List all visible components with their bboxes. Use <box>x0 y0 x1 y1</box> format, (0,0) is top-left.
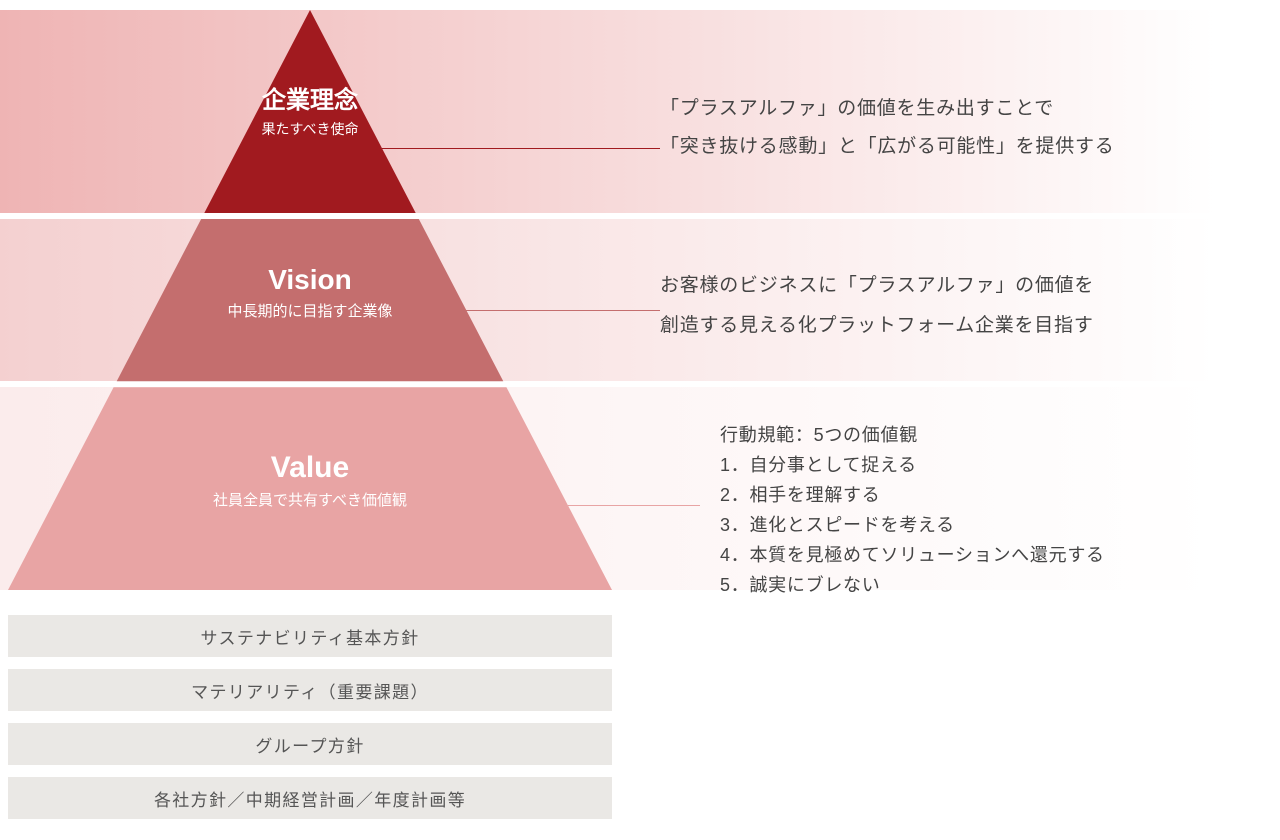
foundation-bar-label: グループ方針 <box>255 732 364 757</box>
level-desc-vision: お客様のビジネスに「プラスアルファ」の価値を創造する見える化プラットフォーム企業… <box>660 266 1094 346</box>
desc-line: 創造する見える化プラットフォーム企業を目指す <box>660 306 1094 346</box>
level-title-value: Value <box>110 451 510 485</box>
desc-line: 4．本質を見極めてソリューションへ還元する <box>720 540 1105 570</box>
level-subtitle-philosophy: 果たすべき使命 <box>110 119 510 139</box>
level-text-philosophy: 企業理念果たすべき使命 <box>110 80 510 139</box>
connector-philosophy <box>382 148 660 149</box>
level-title-vision: Vision <box>110 264 510 296</box>
foundation-bar-1: マテリアリティ（重要課題） <box>8 669 612 711</box>
desc-line: 1．自分事として捉える <box>720 450 1105 480</box>
level-text-vision: Vision 中長期的に目指す企業像 <box>110 264 510 321</box>
level-desc-philosophy: 「プラスアルファ」の価値を生み出すことで「突き抜ける感動」と「広がる可能性」を提… <box>660 90 1114 166</box>
desc-line: 「プラスアルファ」の価値を生み出すことで <box>660 90 1114 128</box>
level-desc-value: 行動規範：5つの価値観1．自分事として捉える2．相手を理解する3．進化とスピード… <box>720 420 1105 600</box>
foundation-bar-3: 各社方針／中期経営計画／年度計画等 <box>8 777 612 819</box>
desc-line: 「突き抜ける感動」と「広がる可能性」を提供する <box>660 128 1114 166</box>
foundation-bar-2: グループ方針 <box>8 723 612 765</box>
level-subtitle-value: 社員全員で共有すべき価値観 <box>110 489 510 510</box>
foundation-bar-label: サステナビリティ基本方針 <box>201 624 420 649</box>
level-subtitle-vision: 中長期的に目指す企業像 <box>110 300 510 321</box>
level-title-philosophy: 企業理念 <box>110 80 510 115</box>
foundation-bar-label: マテリアリティ（重要課題） <box>191 678 429 703</box>
desc-line: 2．相手を理解する <box>720 480 1105 510</box>
desc-line: 行動規範：5つの価値観 <box>720 420 1105 450</box>
diagram-stage: 企業理念果たすべき使命 「プラスアルファ」の価値を生み出すことで「突き抜ける感動」… <box>0 0 1280 840</box>
desc-line: お客様のビジネスに「プラスアルファ」の価値を <box>660 266 1094 306</box>
foundation-bar-label: 各社方針／中期経営計画／年度計画等 <box>154 786 466 811</box>
connector-value <box>568 505 700 506</box>
level-text-value: Value 社員全員で共有すべき価値観 <box>110 451 510 510</box>
foundation-bar-0: サステナビリティ基本方針 <box>8 615 612 657</box>
desc-line: 5．誠実にブレない <box>720 570 1105 600</box>
desc-line: 3．進化とスピードを考える <box>720 510 1105 540</box>
